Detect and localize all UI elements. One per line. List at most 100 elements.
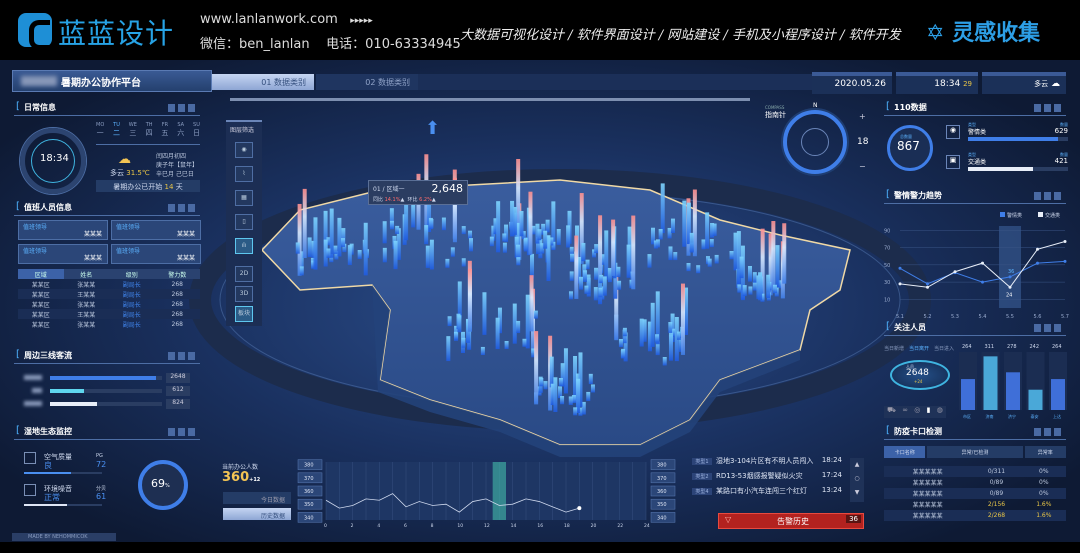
panel-controls[interactable] (168, 428, 198, 436)
today-data-button[interactable]: 今日数据 (223, 492, 291, 504)
network-icon[interactable]: ◍ (936, 406, 943, 414)
map-bar (583, 270, 588, 282)
weekday[interactable]: MO 一 (96, 122, 104, 138)
panel-controls[interactable] (1034, 324, 1064, 332)
data-point[interactable] (1063, 259, 1067, 263)
zoom-in-button[interactable]: + (859, 112, 866, 121)
history-data-button[interactable]: 历史数据 (223, 508, 291, 520)
column-header[interactable]: 卡口名称 (884, 446, 926, 458)
data-point[interactable] (953, 270, 957, 274)
map-bar (528, 191, 533, 255)
focus-tab[interactable]: 当日新增 (884, 346, 905, 352)
column-header[interactable]: 区域 (18, 269, 64, 279)
mode-button[interactable]: 3D (235, 286, 253, 302)
table-row[interactable]: 某某某某某 0/89 0% (884, 488, 1066, 499)
compass-dial[interactable] (783, 110, 847, 174)
target-icon[interactable]: ◎ (914, 406, 921, 414)
duty-card[interactable]: 值班领导 某某某 (18, 244, 108, 264)
map-bar (510, 200, 515, 237)
data-point[interactable] (981, 280, 984, 284)
data-point[interactable] (1063, 240, 1067, 244)
table-row[interactable]: 某某某某某 0/311 0% (884, 466, 1066, 477)
location-filter-button[interactable]: ◉ (235, 142, 253, 158)
data-point[interactable] (1036, 247, 1039, 251)
home-arrow-icon[interactable]: ⬆ (425, 118, 441, 139)
duty-card[interactable]: 值班领导 某某某 (18, 220, 108, 240)
signal-filter-button[interactable]: ⌇ (235, 166, 253, 182)
column-header[interactable]: 级别 (109, 269, 155, 279)
bar[interactable] (961, 379, 975, 410)
y-tick-box (650, 459, 676, 470)
table-row[interactable]: 某某区 张某某 副局长 268 (18, 299, 200, 309)
bar[interactable] (1051, 379, 1065, 410)
panel-controls[interactable] (1034, 428, 1064, 436)
weather: 多云 ☁ (1034, 79, 1060, 89)
table-row[interactable]: 某某区 张某某 副局长 268 (18, 279, 200, 289)
panel-controls[interactable] (168, 352, 198, 360)
weekday[interactable]: TH 四 (146, 122, 153, 138)
weekday[interactable]: SU 日 (193, 122, 200, 138)
chart-icon: ılı (241, 242, 247, 249)
mode-button[interactable]: 2D (235, 266, 253, 282)
tab-data-category-1[interactable]: 01 数据类别 (212, 74, 314, 90)
column-header[interactable]: 异常/已检测 (927, 446, 1023, 458)
zoom-out-button[interactable]: − (859, 162, 866, 171)
scroll-up-icon[interactable]: ▲ (854, 461, 860, 468)
map-bar (682, 200, 687, 247)
car-icon[interactable]: ⛟ (887, 406, 896, 414)
data-point[interactable] (926, 285, 929, 289)
column-header[interactable]: 警力数 (154, 269, 200, 279)
column-header[interactable]: 异常率 (1024, 446, 1066, 458)
weekday[interactable]: SA 六 (177, 122, 184, 138)
bar[interactable] (983, 356, 998, 410)
duty-card[interactable]: 值班领导 某某某 (111, 244, 201, 264)
data-point[interactable] (1036, 261, 1039, 265)
table-row[interactable]: 某某区 王某某 副局长 268 (18, 309, 200, 319)
grid-filter-button[interactable]: ▦ (235, 190, 253, 206)
scroll-dot-icon[interactable]: ○ (854, 475, 860, 482)
panel-filter-button[interactable]: ▯ (235, 214, 253, 230)
table-row[interactable]: 某某某某某 0/89 0% (884, 477, 1066, 488)
alert-item[interactable]: 类型2 RD13-53烟感报警疑似火灾 17:24 (692, 471, 842, 486)
weekday[interactable]: FR 五 (161, 122, 168, 138)
map-bar (404, 197, 409, 241)
data-point[interactable] (981, 261, 984, 265)
chart-filter-button[interactable]: ılı (235, 238, 253, 254)
data-point[interactable] (898, 266, 902, 270)
duty-card[interactable]: 值班领导 某某某 (111, 220, 201, 240)
battery-icon[interactable]: ▮ (926, 406, 931, 414)
last-point[interactable] (577, 506, 582, 511)
focus-tab[interactable]: 当日进入 (934, 346, 955, 352)
panel-controls[interactable] (1034, 192, 1064, 200)
scroll-down-icon[interactable]: ▼ (854, 489, 860, 496)
data-point[interactable] (1008, 275, 1012, 279)
alert-item[interactable]: 类型4 某路口有小汽车连闯三个红灯 13:24 (692, 486, 842, 501)
table-row[interactable]: 某某某某某 2/268 1.6% (884, 510, 1066, 521)
focus-tab[interactable]: 当日离开 (909, 346, 930, 352)
weekday[interactable]: TU 二 (113, 122, 120, 138)
website-link[interactable]: www.lanlanwork.com ▸▸▸▸▸ (200, 12, 373, 27)
link-icon[interactable]: ∞ (902, 406, 909, 414)
data-point[interactable] (926, 282, 929, 286)
alert-history-button[interactable]: ▽ 告警历史 36 (718, 513, 864, 529)
column-header[interactable]: 姓名 (63, 269, 109, 279)
table-row[interactable]: 某某区 王某某 副局长 268 (18, 289, 200, 299)
bar[interactable] (1006, 372, 1020, 410)
alert-scroller[interactable]: ▲ ○ ▼ (850, 458, 864, 502)
tab-data-category-2[interactable]: 02 数据类别 (316, 74, 418, 90)
panel-controls[interactable] (168, 204, 198, 212)
table-row[interactable]: 某某区 张某某 副局长 268 (18, 319, 200, 329)
brand-name: 蓝蓝设计 (58, 17, 175, 50)
mode-button[interactable]: 板块 (235, 306, 253, 322)
data-point[interactable] (1008, 285, 1012, 289)
weather-info: 多云 31.5℃ (110, 168, 150, 178)
table-row[interactable]: 某某某某某 2/156 1.6% (884, 499, 1066, 510)
bar[interactable] (1028, 389, 1043, 410)
alert-item[interactable]: 类型1 湿地3-104片区有不明人员闯入 18:24 (692, 456, 842, 471)
grid-icon: ▦ (241, 194, 247, 201)
weekday[interactable]: WE 三 (129, 122, 137, 138)
panel-controls[interactable] (168, 104, 198, 112)
map-bar (766, 274, 771, 298)
data-point[interactable] (898, 282, 902, 286)
panel-controls[interactable] (1034, 104, 1064, 112)
